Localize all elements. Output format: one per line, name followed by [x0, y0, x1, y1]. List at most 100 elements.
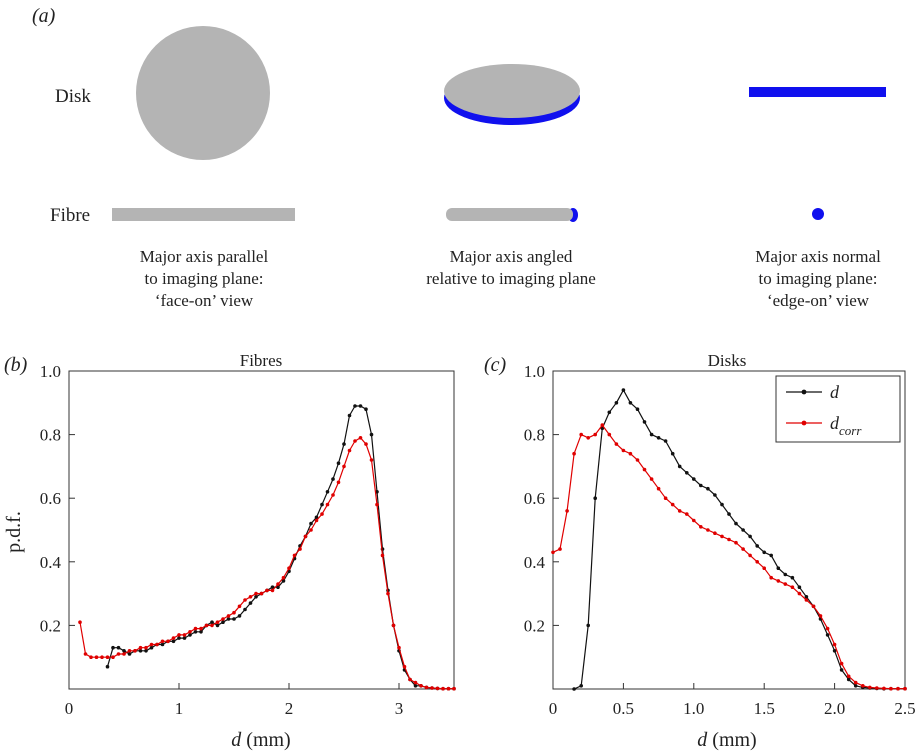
data-point-b-0-44: [347, 413, 352, 418]
data-point-b-1-40: [298, 547, 302, 551]
x-tick-label-b-2: 2: [285, 699, 294, 718]
data-point-b-1-27: [226, 614, 231, 618]
data-point-b-1-55: [380, 553, 385, 558]
x-tick-label-c-1: 0.5: [613, 699, 634, 718]
data-point-b-1-56: [386, 591, 390, 596]
data-point-c-0-30: [783, 572, 788, 577]
data-point-b-0-3: [122, 649, 126, 653]
data-point-b-1-0: [78, 620, 82, 624]
data-point-c-1-48: [889, 686, 893, 691]
data-point-b-1-66: [441, 686, 445, 691]
data-point-b-1-47: [336, 480, 341, 485]
data-point-c-0-32: [797, 585, 802, 589]
data-point-c-1-30: [762, 566, 766, 570]
data-point-b-1-53: [369, 458, 374, 462]
caption-face-on-line-1: Major axis parallel: [140, 247, 269, 266]
data-point-b-0-19: [210, 620, 214, 624]
data-point-c-0-26: [755, 544, 759, 548]
data-point-b-1-63: [424, 685, 429, 690]
data-point-b-1-25: [215, 620, 220, 624]
legend-marker-dcorr: [801, 420, 807, 426]
data-point-b-0-13: [177, 636, 181, 640]
data-point-c-0-19: [706, 486, 710, 491]
data-point-b-0-12: [171, 639, 176, 644]
data-point-b-0-31: [276, 585, 280, 589]
data-point-c-1-40: [832, 642, 837, 647]
data-point-c-1-32: [776, 579, 781, 583]
data-point-b-0-43: [342, 442, 346, 446]
caption-edge-on-line-3: ‘edge-on’ view: [767, 291, 870, 310]
data-point-c-1-25: [727, 537, 731, 542]
data-point-c-1-16: [663, 496, 668, 501]
data-point-c-1-11: [628, 451, 633, 456]
data-point-c-0-37: [832, 649, 837, 653]
data-point-b-1-61: [413, 680, 418, 685]
caption-angled-line-1: Major axis angled: [450, 247, 573, 266]
data-point-c-0-25: [748, 534, 752, 539]
data-point-c-1-2: [565, 509, 569, 513]
series-line-b-0: [106, 405, 454, 690]
y-tick-label-c-0: 0.2: [524, 616, 545, 635]
data-point-c-0-1: [579, 684, 583, 688]
data-point-b-0-4: [127, 652, 132, 656]
data-point-c-1-41: [839, 661, 844, 666]
data-point-c-0-29: [776, 566, 781, 570]
data-point-c-1-29: [755, 560, 759, 564]
data-point-c-0-28: [769, 553, 773, 558]
chart-title-disks: Disks: [708, 351, 747, 370]
data-point-c-0-22: [727, 512, 731, 516]
data-point-b-1-14: [155, 642, 159, 647]
data-point-b-0-1: [111, 645, 115, 650]
panel-b-label: (b): [4, 354, 28, 376]
caption-face-on-line-2: to imaging plane:: [145, 269, 264, 288]
data-point-b-0-30: [270, 585, 275, 589]
data-point-b-1-62: [419, 684, 423, 688]
data-point-b-1-36: [276, 582, 280, 586]
chart-disks: (c) Disks d (mm) 0 0.5 1.0 1.5 2.0 2.50.20.40…: [484, 351, 916, 751]
data-point-b-1-30: [243, 598, 247, 602]
data-point-c-1-1: [558, 547, 562, 551]
data-point-c-1-9: [614, 442, 619, 446]
data-point-b-0-40: [325, 490, 330, 494]
data-point-b-1-50: [353, 439, 357, 443]
data-point-b-1-20: [188, 630, 192, 634]
data-point-c-1-38: [818, 614, 823, 618]
data-point-c-1-42: [846, 674, 851, 679]
data-point-c-0-15: [677, 464, 682, 469]
x-tick-label-c-2: 1.0: [683, 699, 704, 718]
caption-face-on-line-3: ‘face-on’ view: [155, 291, 254, 310]
y-tick-label-c-3: 0.8: [524, 426, 545, 445]
data-point-c-1-13: [642, 467, 647, 472]
data-point-b-1-51: [358, 436, 363, 440]
data-point-c-1-21: [699, 525, 703, 529]
data-point-b-1-10: [133, 649, 137, 653]
data-point-b-0-25: [243, 607, 247, 612]
data-point-c-1-39: [825, 626, 830, 631]
data-point-b-1-19: [182, 633, 187, 637]
data-point-c-1-3: [572, 451, 576, 456]
data-point-c-0-21: [720, 502, 724, 507]
data-point-b-1-49: [347, 448, 352, 453]
disk-face-on-shape: [136, 26, 270, 160]
data-point-b-1-5: [105, 655, 110, 659]
series-group-b: [78, 404, 456, 691]
data-point-b-0-20: [215, 623, 220, 628]
legend-label-dcorr: dcorr: [830, 413, 862, 438]
data-point-c-0-18: [699, 483, 703, 488]
data-point-c-0-23: [734, 521, 738, 526]
caption-edge-on-line-1: Major axis normal: [755, 247, 881, 266]
data-point-b-0-48: [369, 432, 374, 437]
data-point-b-1-21: [193, 626, 198, 631]
y-axis-label: p.d.f.: [3, 511, 25, 553]
data-point-b-1-32: [254, 591, 258, 596]
fibre-edge-on-shape: [812, 208, 824, 220]
data-point-b-1-17: [171, 636, 176, 640]
data-point-c-1-22: [706, 528, 710, 532]
data-point-c-0-40: [853, 684, 858, 688]
data-point-b-0-22: [226, 617, 231, 621]
x-tick-label-c-4: 2.0: [824, 699, 845, 718]
data-point-c-0-17: [692, 477, 696, 481]
data-point-b-1-28: [232, 610, 236, 615]
data-point-b-1-68: [452, 686, 456, 691]
x-tick-label-c-3: 1.5: [754, 699, 775, 718]
